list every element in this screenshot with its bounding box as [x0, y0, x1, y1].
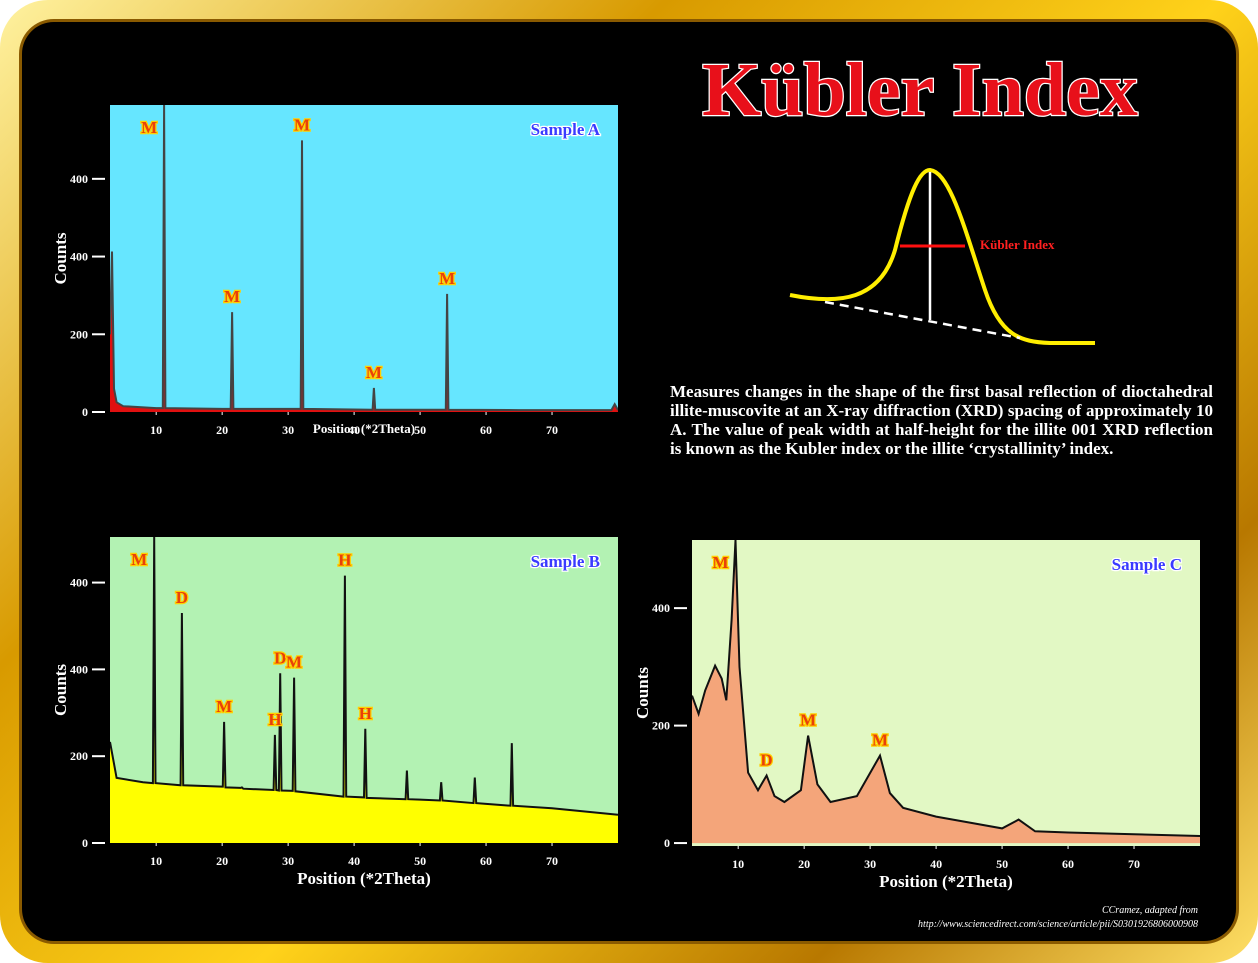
baseline: [824, 300, 1021, 340]
x-tick-label: 30: [864, 857, 876, 871]
y-tick-label: 0: [82, 405, 88, 419]
chart-title: Sample A: [531, 120, 601, 139]
x-tick-label: 60: [480, 854, 492, 868]
x-axis-label: Position (*2Theta): [879, 872, 1013, 891]
y-axis-label: Counts: [51, 232, 70, 284]
peak-label: M: [294, 115, 310, 134]
plot: [692, 540, 1200, 844]
y-tick-label: 200: [70, 327, 88, 341]
line: [110, 105, 618, 412]
peak-label: D: [760, 751, 772, 770]
x-tick-label: 70: [1128, 857, 1140, 871]
description: Measures changes in the shape of the fir…: [670, 382, 1213, 458]
credit-line: CCramez, adapted from: [1101, 905, 1198, 916]
x-tick-label: 30: [282, 423, 294, 437]
peak-label: M: [872, 731, 888, 750]
credit-url: http://www.sciencedirect.com/science/art…: [918, 919, 1198, 930]
peak-label: M: [224, 287, 240, 306]
x-tick-label: 20: [216, 423, 228, 437]
peak-label: M: [366, 363, 382, 382]
x-tick-label: 20: [216, 854, 228, 868]
x-tick-label: 60: [480, 423, 492, 437]
x-tick-label: 50: [996, 857, 1008, 871]
x-tick-label: 50: [414, 423, 426, 437]
chart-title: Sample B: [531, 552, 600, 571]
x-tick-label: 10: [150, 854, 162, 868]
peak-label: M: [131, 550, 147, 569]
peak-label: M: [216, 697, 232, 716]
peak-label: M: [439, 269, 455, 288]
peak-label: D: [274, 648, 286, 667]
plot: [110, 537, 618, 843]
y-tick-label: 400: [70, 250, 88, 264]
peak-label: H: [268, 710, 281, 729]
x-tick-label: 70: [546, 423, 558, 437]
peak-label: H: [359, 704, 372, 723]
line: [110, 537, 618, 816]
kubler-diagram: Kübler Index: [789, 167, 1095, 345]
y-tick-label: 400: [652, 601, 670, 615]
y-axis-label: Counts: [51, 664, 70, 716]
x-tick-label: 50: [414, 854, 426, 868]
diagram-label: Kübler Index: [980, 237, 1055, 252]
y-tick-label: 400: [70, 662, 88, 676]
x-tick-label: 40: [348, 854, 360, 868]
credit: CCramez, adapted from http://www.scienced…: [918, 904, 1198, 932]
x-tick-label: 40: [348, 423, 360, 437]
x-tick-label: 30: [282, 854, 294, 868]
line: [692, 540, 1200, 837]
chart-title: Sample C: [1112, 555, 1182, 574]
x-axis-label: Position (*2Theta): [297, 869, 431, 888]
x-tick-label: 20: [798, 857, 810, 871]
plot-background: [110, 105, 618, 412]
y-tick-label: 200: [70, 749, 88, 763]
y-tick-label: 200: [652, 719, 670, 733]
x-axis-label: Position (*2Theta): [313, 421, 415, 436]
peak-label: D: [176, 588, 188, 607]
plot-background: [692, 540, 1200, 846]
x-tick-label: 40: [930, 857, 942, 871]
peak-label: H: [338, 551, 351, 570]
peak-label: M: [800, 711, 816, 730]
x-tick-label: 10: [732, 857, 744, 871]
peak-curve: [789, 167, 1095, 345]
peak-label: M: [286, 653, 302, 672]
y-tick-label: 0: [664, 836, 670, 850]
peak-label: M: [141, 118, 157, 137]
slide-title: Kübler Index: [702, 48, 1138, 132]
area: [110, 537, 618, 843]
y-axis-label: Counts: [633, 667, 652, 719]
area: [692, 540, 1200, 844]
y-tick-label: 400: [70, 576, 88, 590]
y-tick-label: 0: [82, 836, 88, 850]
x-tick-label: 60: [1062, 857, 1074, 871]
peak-label: M: [713, 553, 729, 572]
plot: [110, 105, 618, 412]
y-tick-label: 400: [70, 172, 88, 186]
x-tick-label: 70: [546, 854, 558, 868]
x-tick-label: 10: [150, 423, 162, 437]
